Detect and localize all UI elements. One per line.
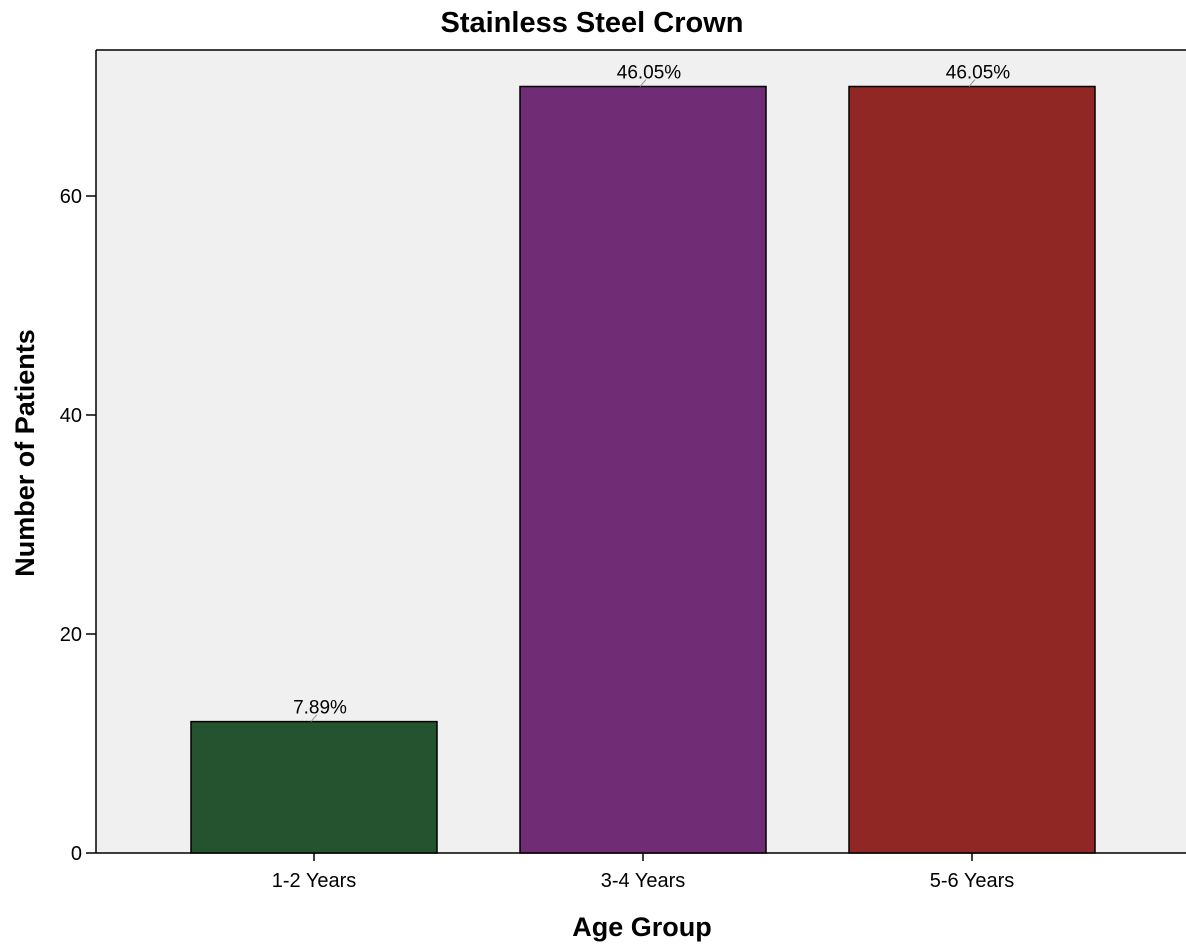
data-label-2: 46.05% — [617, 63, 682, 84]
y-axis-title: Number of Patients — [10, 329, 40, 577]
bar-2 — [519, 85, 767, 854]
data-label-3: 46.05% — [946, 63, 1011, 84]
y-tick-label: 20 — [60, 624, 82, 646]
x-tick-label-1: 1-2 Years — [272, 870, 357, 892]
bar-3 — [848, 85, 1096, 854]
chart-title: Stainless Steel Crown — [441, 7, 744, 39]
y-tick-label: 60 — [60, 186, 82, 208]
y-ticks-group: 0 20 40 60 — [60, 186, 96, 865]
data-label-leader — [310, 714, 318, 722]
bars-group: 7.89% 46.05% 46.05% — [190, 63, 1096, 854]
x-tick-label-2: 3-4 Years — [601, 870, 686, 892]
bar-1 — [190, 720, 438, 854]
x-tick-label-3: 5-6 Years — [930, 870, 1015, 892]
y-tick-label: 40 — [60, 405, 82, 427]
y-tick-label: 0 — [71, 843, 82, 865]
x-ticks-group: 1-2 Years 3-4 Years 5-6 Years — [272, 853, 1015, 892]
data-label-1: 7.89% — [293, 698, 347, 719]
x-axis-title: Age Group — [572, 912, 712, 942]
data-label-leader — [639, 79, 647, 87]
data-label-leader — [968, 79, 976, 87]
